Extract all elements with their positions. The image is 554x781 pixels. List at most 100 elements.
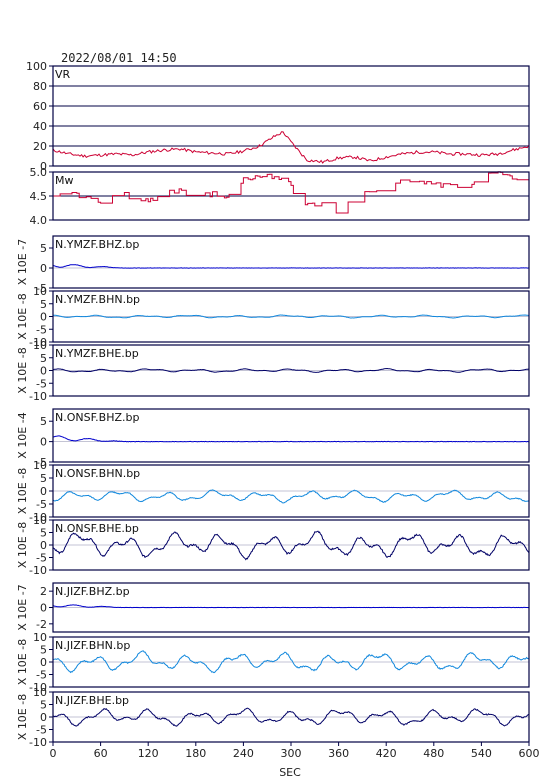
y-tick-label: 10: [33, 285, 47, 298]
trace-line: [52, 489, 530, 504]
y-tick-label: -10: [29, 511, 47, 524]
x-tick-label: 120: [138, 747, 159, 760]
y-tick-label: 80: [33, 80, 47, 93]
y-tick-label: 5: [40, 699, 47, 712]
trace-line: [52, 604, 530, 609]
panel-frame: [52, 65, 530, 167]
y-tick-label: 0: [40, 656, 47, 669]
panel-frame: [52, 235, 530, 289]
panel-label: N.JIZF.BHE.bp: [55, 694, 129, 707]
trace-line: [52, 314, 530, 319]
y-tick-label: 0: [40, 311, 47, 324]
x-tick-label: 600: [519, 747, 540, 760]
trace-line: [52, 367, 530, 373]
x-axis: 0 60 120 180 240 300 360 420 480 540 600: [50, 742, 540, 760]
y-tick-label: 0: [40, 602, 47, 615]
panel-n-jizf-bhz-bp: N.JIZF.BHZ.bp 2 0 -2 X 10E -7: [16, 582, 530, 633]
y-tick-label: 10: [33, 514, 47, 527]
y-tick-label: 5: [40, 527, 47, 540]
trace-line: [52, 707, 530, 727]
y-tick-label: 5: [40, 472, 47, 485]
panel-label: Mw: [55, 174, 74, 187]
y-tick-label: -10: [29, 736, 47, 749]
y-tick-label: 5: [40, 415, 47, 428]
y-tick-label: 0: [40, 539, 47, 552]
y-tick-label: -5: [36, 498, 47, 511]
y-tick-label: 10: [33, 631, 47, 644]
y-tick-label: -5: [36, 724, 47, 737]
y-tick-label: 10: [33, 459, 47, 472]
y-tick-label: 5: [40, 242, 47, 255]
y-tick-label: 5: [40, 352, 47, 365]
y-tick-label: -5: [36, 377, 47, 390]
y-unit-label: X 10E -8: [16, 468, 29, 514]
panel-mw: Mw 5.0 4.5 4.0: [30, 166, 530, 227]
y-unit-label: X 10E -8: [16, 293, 29, 339]
y-tick-label: 5.0: [30, 166, 48, 179]
y-tick-label: 0: [40, 485, 47, 498]
panel-label: N.YMZF.BHE.bp: [55, 347, 139, 360]
y-tick-label: 2: [40, 585, 47, 598]
x-tick-label: 420: [376, 747, 397, 760]
y-tick-label: -10: [29, 681, 47, 694]
panel-label: N.ONSF.BHE.bp: [55, 522, 139, 535]
x-tick-label: 480: [423, 747, 444, 760]
y-unit-label: X 10E -8: [16, 694, 29, 740]
y-unit-label: X 10E -8: [16, 347, 29, 393]
y-unit-label: X 10E -7: [16, 584, 29, 630]
x-tick-label: 60: [94, 747, 108, 760]
y-unit-label: X 10E -4: [16, 412, 29, 458]
y-tick-label: -5: [36, 669, 47, 682]
y-tick-label: -10: [29, 336, 47, 349]
y-tick-label: 10: [33, 339, 47, 352]
y-unit-label: X 10E -7: [16, 239, 29, 285]
y-tick-label: 0: [40, 711, 47, 724]
y-tick-label: -5: [36, 456, 47, 469]
y-tick-label: -10: [29, 390, 47, 403]
trace-line: [52, 435, 530, 443]
trace-line: [53, 171, 530, 214]
y-tick-label: 0: [40, 160, 47, 173]
panel-n-onsf-bhz-bp: N.ONSF.BHZ.bp 5 0 -5 X 10E -4: [16, 408, 530, 469]
panel-label: N.YMZF.BHN.bp: [55, 293, 140, 306]
y-tick-label: -5: [36, 282, 47, 295]
y-tick-label: 5: [40, 644, 47, 657]
y-tick-label: -5: [36, 552, 47, 565]
x-tick-label: 180: [185, 747, 206, 760]
y-tick-label: 60: [33, 100, 47, 113]
panel-label: N.JIZF.BHN.bp: [55, 639, 130, 652]
y-tick-label: 4.0: [30, 214, 48, 227]
trace-line: [52, 131, 530, 164]
x-axis-label: SEC: [279, 766, 301, 779]
y-tick-label: 4.5: [30, 190, 48, 203]
panel-vr: VR 100 80 60 40 20 0: [26, 60, 530, 173]
x-tick-label: 540: [471, 747, 492, 760]
y-tick-label: 0: [40, 436, 47, 449]
y-tick-label: 0: [40, 365, 47, 378]
y-tick-label: 40: [33, 120, 47, 133]
panel-label: N.ONSF.BHN.bp: [55, 467, 140, 480]
panel-frame: [52, 408, 530, 463]
x-tick-label: 300: [281, 747, 302, 760]
panel-label: N.JIZF.BHZ.bp: [55, 585, 130, 598]
y-tick-label: 20: [33, 140, 47, 153]
y-tick-label: 0: [40, 262, 47, 275]
panel-label: N.YMZF.BHZ.bp: [55, 238, 139, 251]
panel-n-ymzf-bhz-bp: N.YMZF.BHZ.bp 5 0 -5 X 10E -7: [16, 235, 530, 295]
y-tick-label: -2: [36, 618, 47, 631]
y-tick-label: 10: [33, 686, 47, 699]
y-unit-label: X 10E -8: [16, 522, 29, 568]
y-tick-label: 5: [40, 298, 47, 311]
y-unit-label: X 10E -8: [16, 639, 29, 685]
x-tick-label: 0: [50, 747, 57, 760]
trace-line: [52, 530, 530, 561]
y-tick-label: -10: [29, 564, 47, 577]
panel-label: N.ONSF.BHZ.bp: [55, 411, 139, 424]
trace-line: [52, 650, 530, 674]
